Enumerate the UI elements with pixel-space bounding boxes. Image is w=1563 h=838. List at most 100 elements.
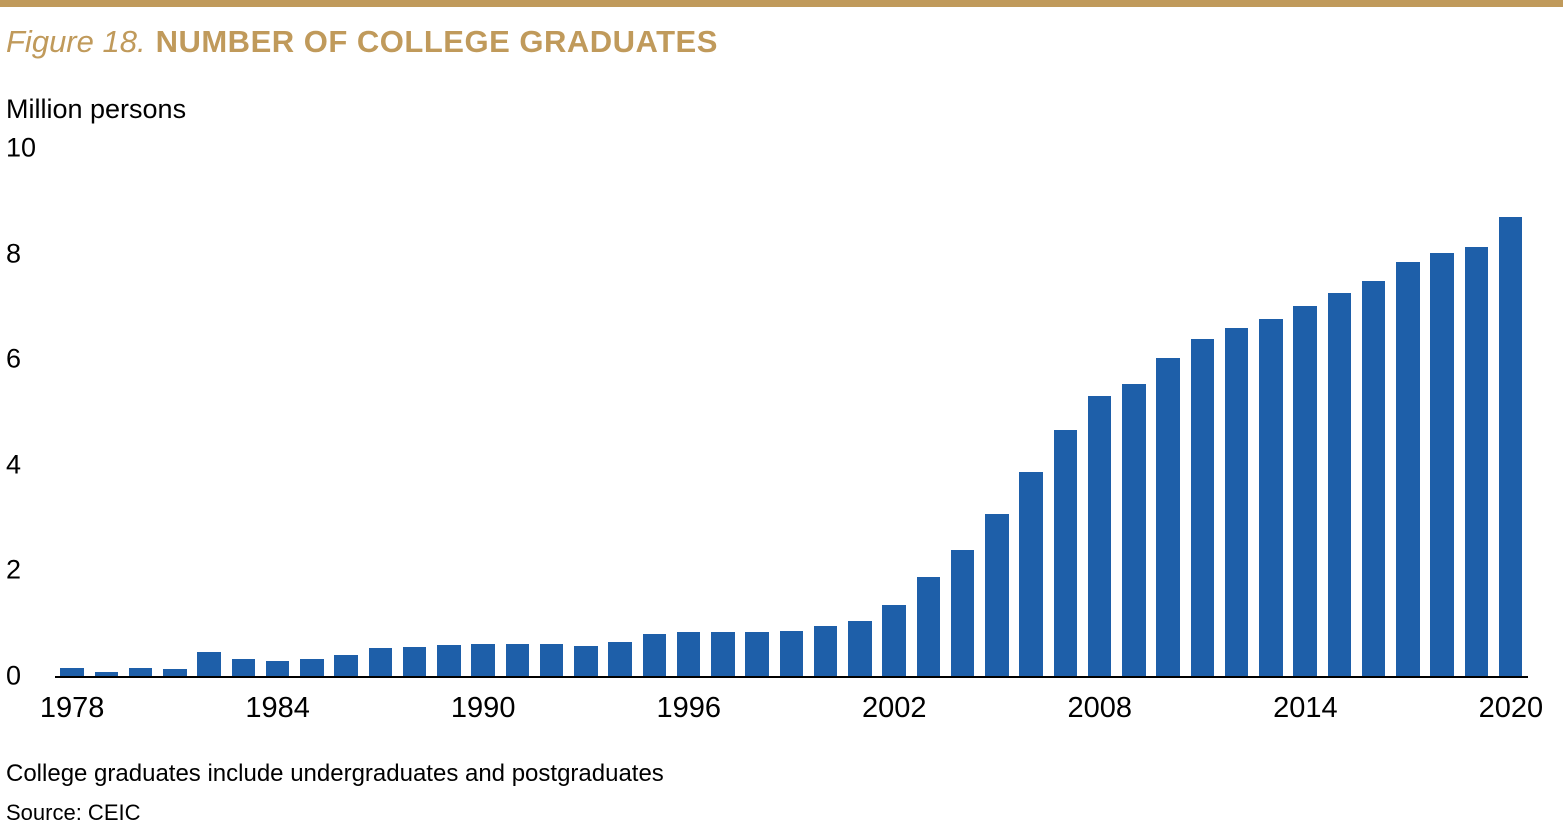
bar-slot-2018 [1425,148,1459,676]
bar-1994 [608,642,632,676]
bar-slot-2015 [1322,148,1356,676]
bar-2014 [1293,306,1317,676]
top-accent-rule [0,0,1563,7]
x-tick-label-1978: 1978 [39,692,105,724]
bar-1988 [402,646,427,676]
figure-header: Figure 18. NUMBER OF COLLEGE GRADUATES [6,24,718,60]
bar-slot-2000 [809,148,843,676]
bar-slot-1989 [432,148,466,676]
bar-2016 [1361,280,1386,676]
bar-1996 [676,631,701,676]
bar-2006 [1019,471,1043,676]
bar-slot-1991 [500,148,534,676]
x-tick-label-2008: 2008 [1067,692,1133,724]
bar-slot-1993 [569,148,603,676]
bar-1979 [94,671,119,676]
bar-slot-1997 [706,148,740,676]
chart-footnote: College graduates include undergraduates… [6,760,664,787]
bar-slot-2003 [911,148,945,676]
bar-1985 [300,659,324,676]
bar-2012 [1224,327,1249,676]
bar-slot-1986 [329,148,363,676]
bar-1993 [574,645,598,676]
bar-slot-2014 [1288,148,1322,676]
figure-number-label: Figure 18. [6,24,146,59]
y-axis-unit-label: Million persons [6,94,187,124]
bar-slot-2010 [1151,148,1185,676]
y-tick-label-6: 6 [6,343,22,374]
y-tick-label-10: 10 [6,132,37,163]
x-tick-label-1984: 1984 [245,692,310,724]
bar-2003 [916,576,941,676]
y-tick-label-2: 2 [6,554,22,585]
chart-source: Source: CEIC [6,800,141,825]
bar-1987 [368,648,393,676]
bar-2010 [1156,357,1180,676]
bar-2011 [1190,339,1215,676]
bar-slot-1978 [55,148,89,676]
x-tick-label-2020: 2020 [1478,692,1544,724]
bar-1981 [163,668,187,676]
bar-1982 [197,652,221,676]
bar-slot-1990 [466,148,500,676]
x-tick-label-2002: 2002 [862,692,927,724]
bar-slot-2011 [1185,148,1219,676]
bar-2013 [1259,318,1283,676]
bar-slot-2017 [1391,148,1425,676]
bar-1983 [231,658,256,676]
bar-slot-2006 [1014,148,1048,676]
bar-2009 [1122,384,1146,676]
bar-slot-1982 [192,148,226,676]
bar-slot-2007 [1048,148,1082,676]
bar-slot-2013 [1254,148,1288,676]
bar-slot-1988 [398,148,432,676]
bar-slot-1998 [740,148,774,676]
bar-2000 [813,625,838,676]
bar-2002 [882,605,906,676]
bar-1995 [642,633,667,676]
bar-1984 [265,660,290,676]
bar-2001 [848,621,872,676]
bar-2004 [950,549,975,676]
bar-slot-2012 [1220,148,1254,676]
bar-slot-1987 [363,148,397,676]
bar-slot-2004 [946,148,980,676]
y-tick-label-8: 8 [6,238,22,269]
bar-1999 [779,631,804,676]
bar-2018 [1430,253,1454,676]
bar-slot-2020 [1494,148,1528,676]
bar-slot-1995 [637,148,671,676]
y-tick-label-4: 4 [6,449,22,480]
bar-slot-1992 [535,148,569,676]
bar-slot-1981 [158,148,192,676]
bar-slot-2008 [1083,148,1117,676]
bar-2017 [1396,262,1420,676]
bar-slot-2016 [1357,148,1391,676]
bar-slot-1979 [89,148,123,676]
plot-area [55,148,1528,678]
bar-1990 [471,643,495,676]
figure-title: NUMBER OF COLLEGE GRADUATES [155,24,718,59]
bar-2015 [1327,292,1352,676]
bar-1992 [539,644,564,676]
bar-slot-2019 [1459,148,1493,676]
bar-slot-1980 [124,148,158,676]
bar-slot-1985 [295,148,329,676]
bar-slot-1999 [774,148,808,676]
bar-2005 [985,513,1009,676]
bar-slot-1983 [226,148,260,676]
bar-1998 [745,632,769,676]
y-axis-tick-labels: 0 2 4 6 8 10 [6,133,48,691]
bar-slot-2002 [877,148,911,676]
bar-1980 [128,668,153,676]
bar-1986 [334,655,358,676]
bar-1989 [437,645,461,676]
bar-slot-1994 [603,148,637,676]
bar-slot-2001 [843,148,877,676]
bar-1991 [505,643,530,676]
x-tick-label-1990: 1990 [450,692,516,724]
bar-2007 [1053,429,1078,676]
bar-slot-2005 [980,148,1014,676]
x-tick-label-2014: 2014 [1273,692,1338,724]
